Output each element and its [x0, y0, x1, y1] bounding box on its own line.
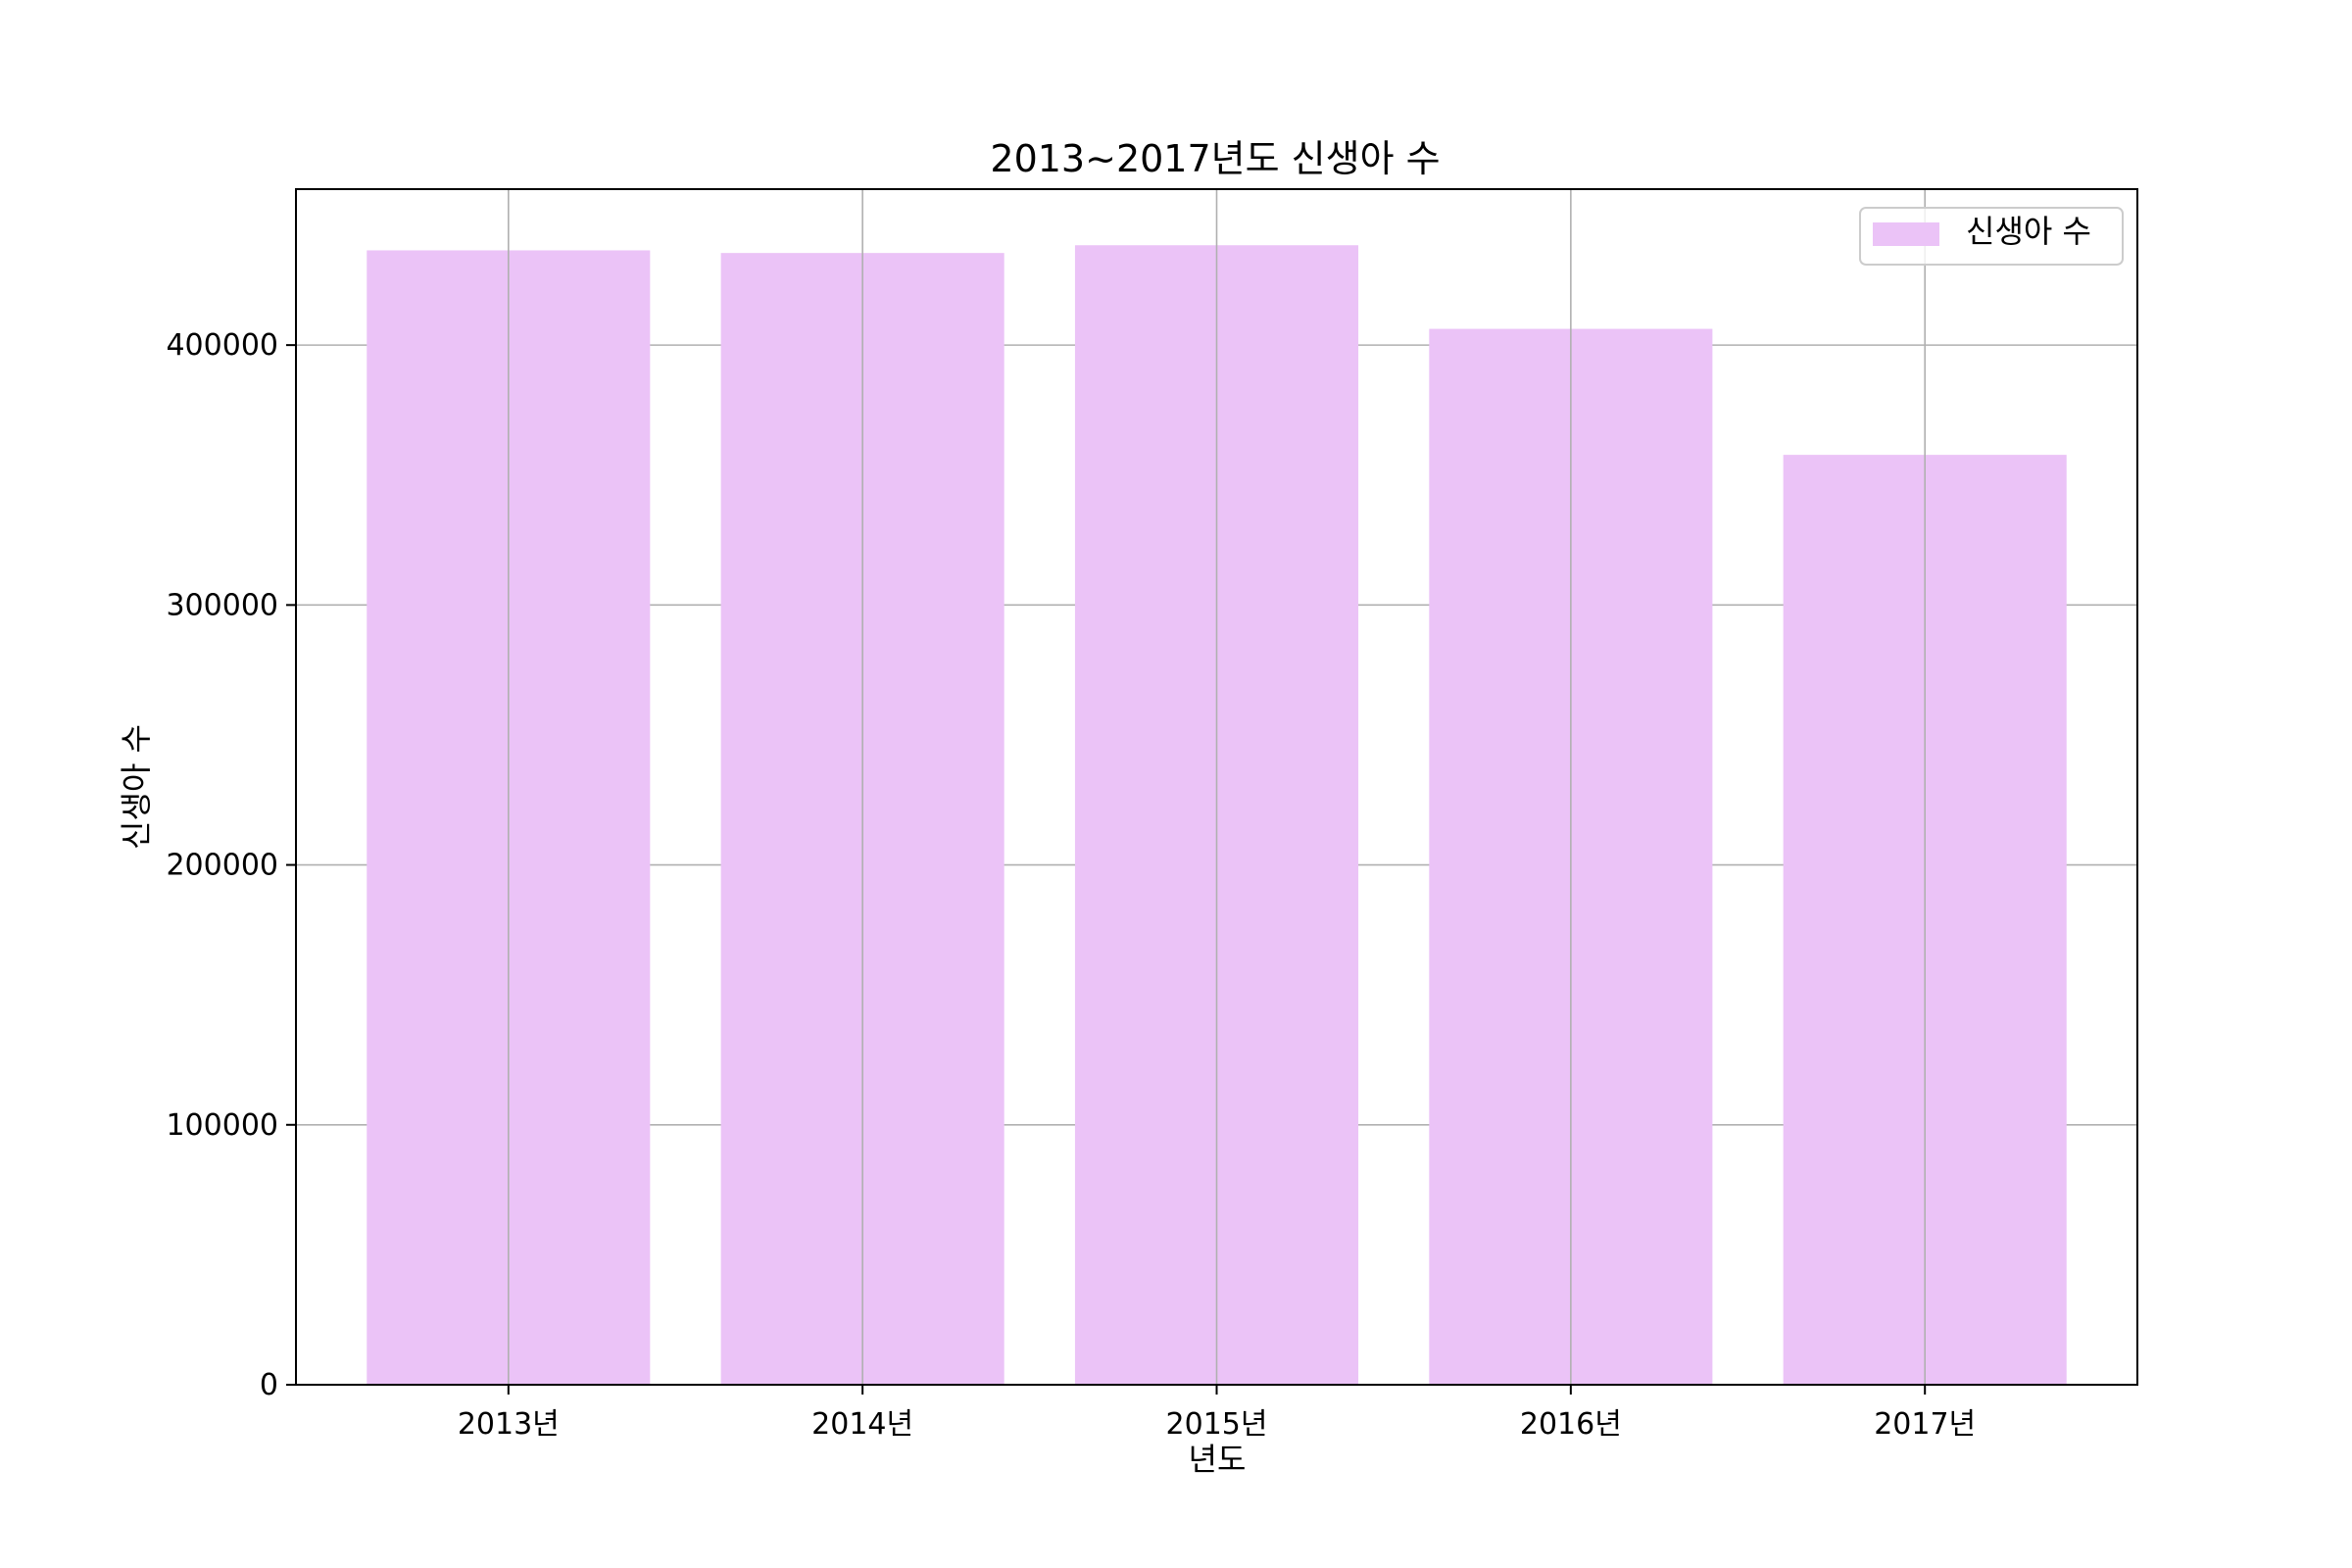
legend-label: 신생아 수: [1966, 213, 2091, 250]
legend-swatch: [1873, 222, 1939, 246]
legend-frame: [1859, 207, 2124, 266]
y-axis-label: 신생아 수: [118, 724, 155, 850]
y-tick-label: 400000: [166, 328, 278, 363]
x-axis-ticks: 2013년 2014년 2015년 2016년 2017년: [458, 1385, 1976, 1442]
chart-title: 2013~2017년도 신생아 수: [990, 137, 1440, 180]
y-tick-label: 300000: [166, 588, 278, 622]
x-tick-label: 2013년: [458, 1407, 560, 1442]
y-tick-label: 200000: [166, 849, 278, 883]
x-tick-label: 2015년: [1166, 1407, 1268, 1442]
x-axis-label: 년도: [1189, 1441, 1247, 1478]
x-tick-label: 2016년: [1520, 1407, 1622, 1442]
y-tick-label: 100000: [166, 1108, 278, 1143]
legend: 신생아 수: [1859, 207, 2124, 266]
x-tick-label: 2014년: [811, 1407, 913, 1442]
y-axis-ticks: 0 100000 200000 300000 400000: [166, 328, 296, 1402]
x-grid-lines: [508, 189, 1926, 1385]
x-tick-label: 2017년: [1874, 1407, 1976, 1442]
y-tick-label: 0: [260, 1368, 278, 1402]
